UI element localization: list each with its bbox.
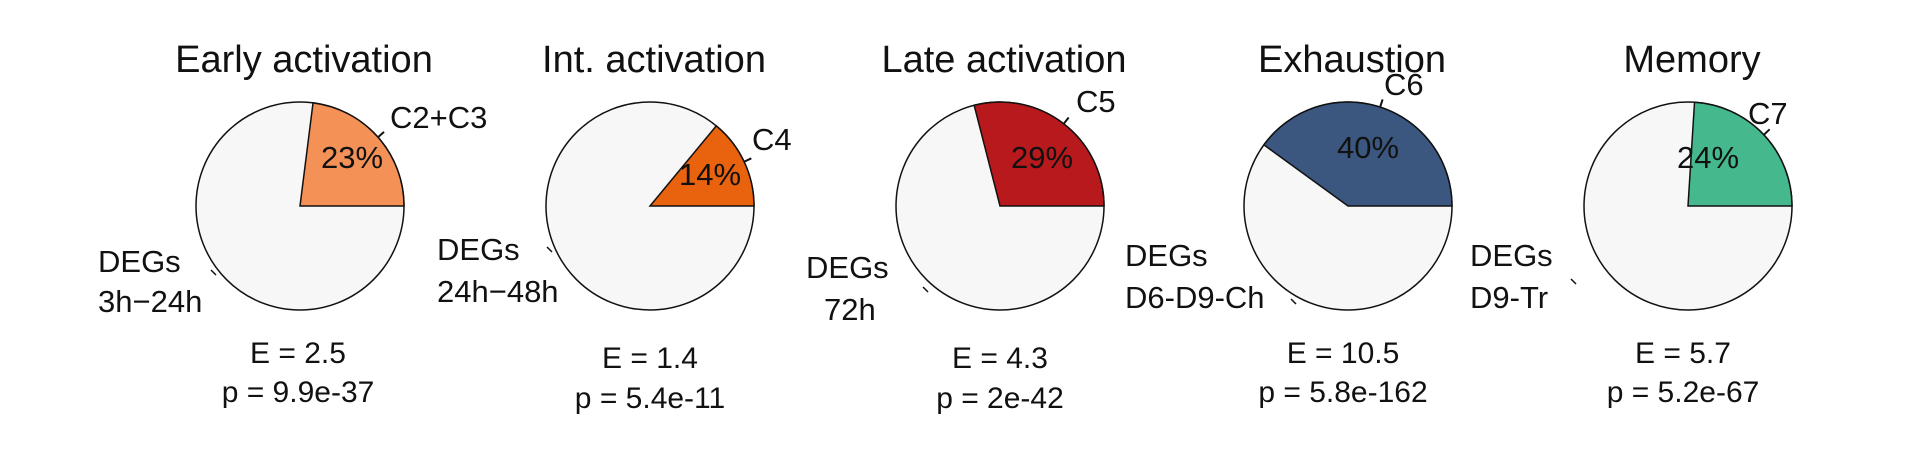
enrichment-value: E = 1.4	[602, 342, 698, 375]
pie-slice-highlight	[973, 101, 1105, 207]
deg-label-line2: 72h	[824, 292, 876, 327]
slice-label-tick	[743, 157, 752, 163]
enrichment-value: E = 10.5	[1287, 337, 1400, 370]
deg-label-line1: DEGs	[1125, 238, 1208, 273]
enrichment-value: E = 2.5	[250, 337, 346, 370]
enrichment-value: E = 5.7	[1635, 337, 1731, 370]
deg-label-line1: DEGs	[1470, 238, 1553, 273]
p-value: p = 2e-42	[936, 382, 1064, 415]
chart-title: Early activation	[175, 39, 433, 81]
cluster-label: C4	[752, 122, 792, 157]
p-value: p = 5.2e-67	[1607, 376, 1760, 409]
deg-label-line1: DEGs	[98, 244, 181, 279]
enrichment-value: E = 4.3	[952, 342, 1048, 375]
deg-label-line2: 3h−24h	[98, 284, 202, 319]
pie-slice-highlight	[1262, 101, 1453, 207]
chart-title: Exhaustion	[1258, 39, 1446, 81]
deg-label-tick	[1570, 278, 1577, 285]
deg-label-line2: 24h−48h	[437, 274, 559, 309]
deg-label-line1: DEGs	[806, 250, 889, 285]
deg-label-line2: D9-Tr	[1470, 280, 1548, 315]
chart-title: Memory	[1623, 39, 1760, 81]
slice-label-tick	[1379, 99, 1384, 108]
chart-title: Late activation	[881, 39, 1126, 81]
deg-label-tick	[210, 269, 217, 276]
p-value: p = 5.8e-162	[1258, 376, 1427, 409]
percent-label: 40%	[1337, 130, 1399, 165]
chart-title: Int. activation	[542, 39, 766, 81]
slice-label-tick	[377, 131, 385, 138]
p-value: p = 9.9e-37	[222, 376, 375, 409]
pie-slice-highlight	[648, 124, 755, 207]
percent-label: 29%	[1011, 140, 1073, 175]
slice-label-tick	[1062, 116, 1070, 125]
percent-label: 23%	[321, 140, 383, 175]
deg-label-tick	[1290, 298, 1297, 305]
deg-label-tick	[922, 286, 929, 293]
cluster-label: C7	[1748, 96, 1788, 131]
deg-label-line2: D6-D9-Ch	[1125, 280, 1265, 315]
slice-label-tick	[1763, 128, 1771, 136]
cluster-label: C2+C3	[390, 100, 487, 135]
cluster-label: C6	[1384, 67, 1424, 102]
percent-label: 14%	[679, 157, 741, 192]
deg-label-line1: DEGs	[437, 232, 520, 267]
pie-slice-highlight	[1687, 101, 1793, 207]
deg-label-tick	[546, 246, 553, 253]
p-value: p = 5.4e-11	[575, 382, 725, 415]
cluster-label: C5	[1076, 84, 1116, 119]
percent-label: 24%	[1677, 140, 1739, 175]
